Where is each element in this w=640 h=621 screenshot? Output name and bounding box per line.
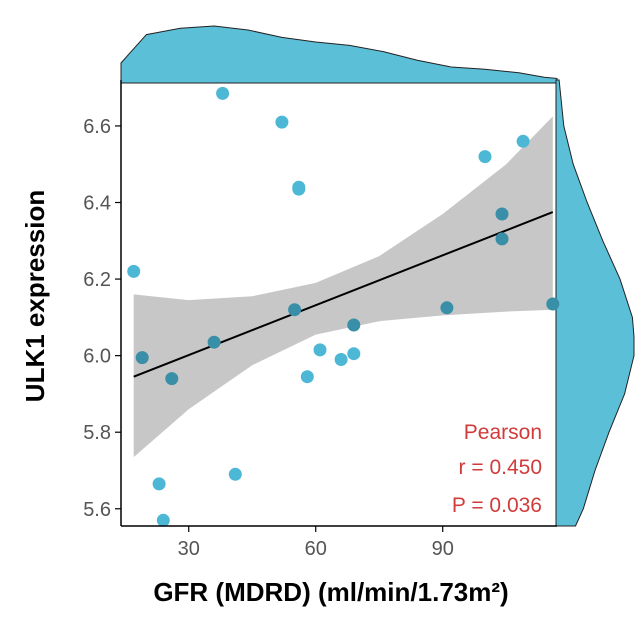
y-tick-label-6: 6.0 xyxy=(83,346,111,368)
marginal-y-area xyxy=(555,79,635,527)
data-point-20 xyxy=(495,207,509,221)
x-tick-label-30: 30 xyxy=(178,538,200,560)
data-point-13 xyxy=(300,370,314,384)
data-point-9 xyxy=(275,115,289,129)
y-tick-label-5.6: 5.6 xyxy=(83,499,111,521)
data-point-21 xyxy=(495,232,509,246)
tick-labels: 5.6 5.8 6.0 6.2 6.4 6.6 30 60 90 xyxy=(83,116,454,560)
data-point-18 xyxy=(440,301,454,315)
x-tick-label-90: 90 xyxy=(432,538,454,560)
data-point-12 xyxy=(292,182,306,196)
x-axis-title: GFR (MDRD) (ml/min/1.73m²) xyxy=(153,577,508,607)
data-point-2 xyxy=(135,351,149,365)
marginal-x-area xyxy=(120,25,558,84)
data-point-15 xyxy=(334,353,348,366)
data-point-19 xyxy=(478,150,492,164)
y-axis-title: ULK1 expression xyxy=(20,190,50,402)
y-tick-label-5.8: 5.8 xyxy=(83,422,111,444)
data-point-5 xyxy=(165,372,179,386)
marginal-density-x xyxy=(120,25,558,84)
y-tick-label-6.2: 6.2 xyxy=(83,269,111,291)
data-point-10 xyxy=(288,303,302,317)
x-tick-label-60: 60 xyxy=(305,538,327,560)
stat-p-label: P = 0.036 xyxy=(452,494,542,517)
stat-method-label: Pearson xyxy=(464,421,542,444)
data-point-16 xyxy=(347,318,361,332)
data-point-1 xyxy=(127,264,141,278)
regression-line xyxy=(133,211,554,378)
confidence-band-area xyxy=(133,116,553,458)
y-tick-label-6.4: 6.4 xyxy=(83,193,111,215)
scatter-points xyxy=(127,86,560,527)
regression-line-group xyxy=(133,211,554,378)
data-point-23 xyxy=(546,297,560,311)
data-point-4 xyxy=(156,513,170,527)
axes xyxy=(120,80,557,527)
data-point-22 xyxy=(516,134,530,148)
stat-r-label: r = 0.450 xyxy=(459,456,542,479)
data-point-3 xyxy=(152,477,166,491)
data-point-17 xyxy=(347,347,361,361)
marginal-density-y xyxy=(555,79,635,527)
data-point-7 xyxy=(216,86,230,100)
y-tick-label-6.6: 6.6 xyxy=(83,116,111,138)
data-point-8 xyxy=(228,467,242,481)
confidence-band xyxy=(133,116,553,458)
data-point-6 xyxy=(207,335,221,349)
data-point-14 xyxy=(313,343,327,357)
